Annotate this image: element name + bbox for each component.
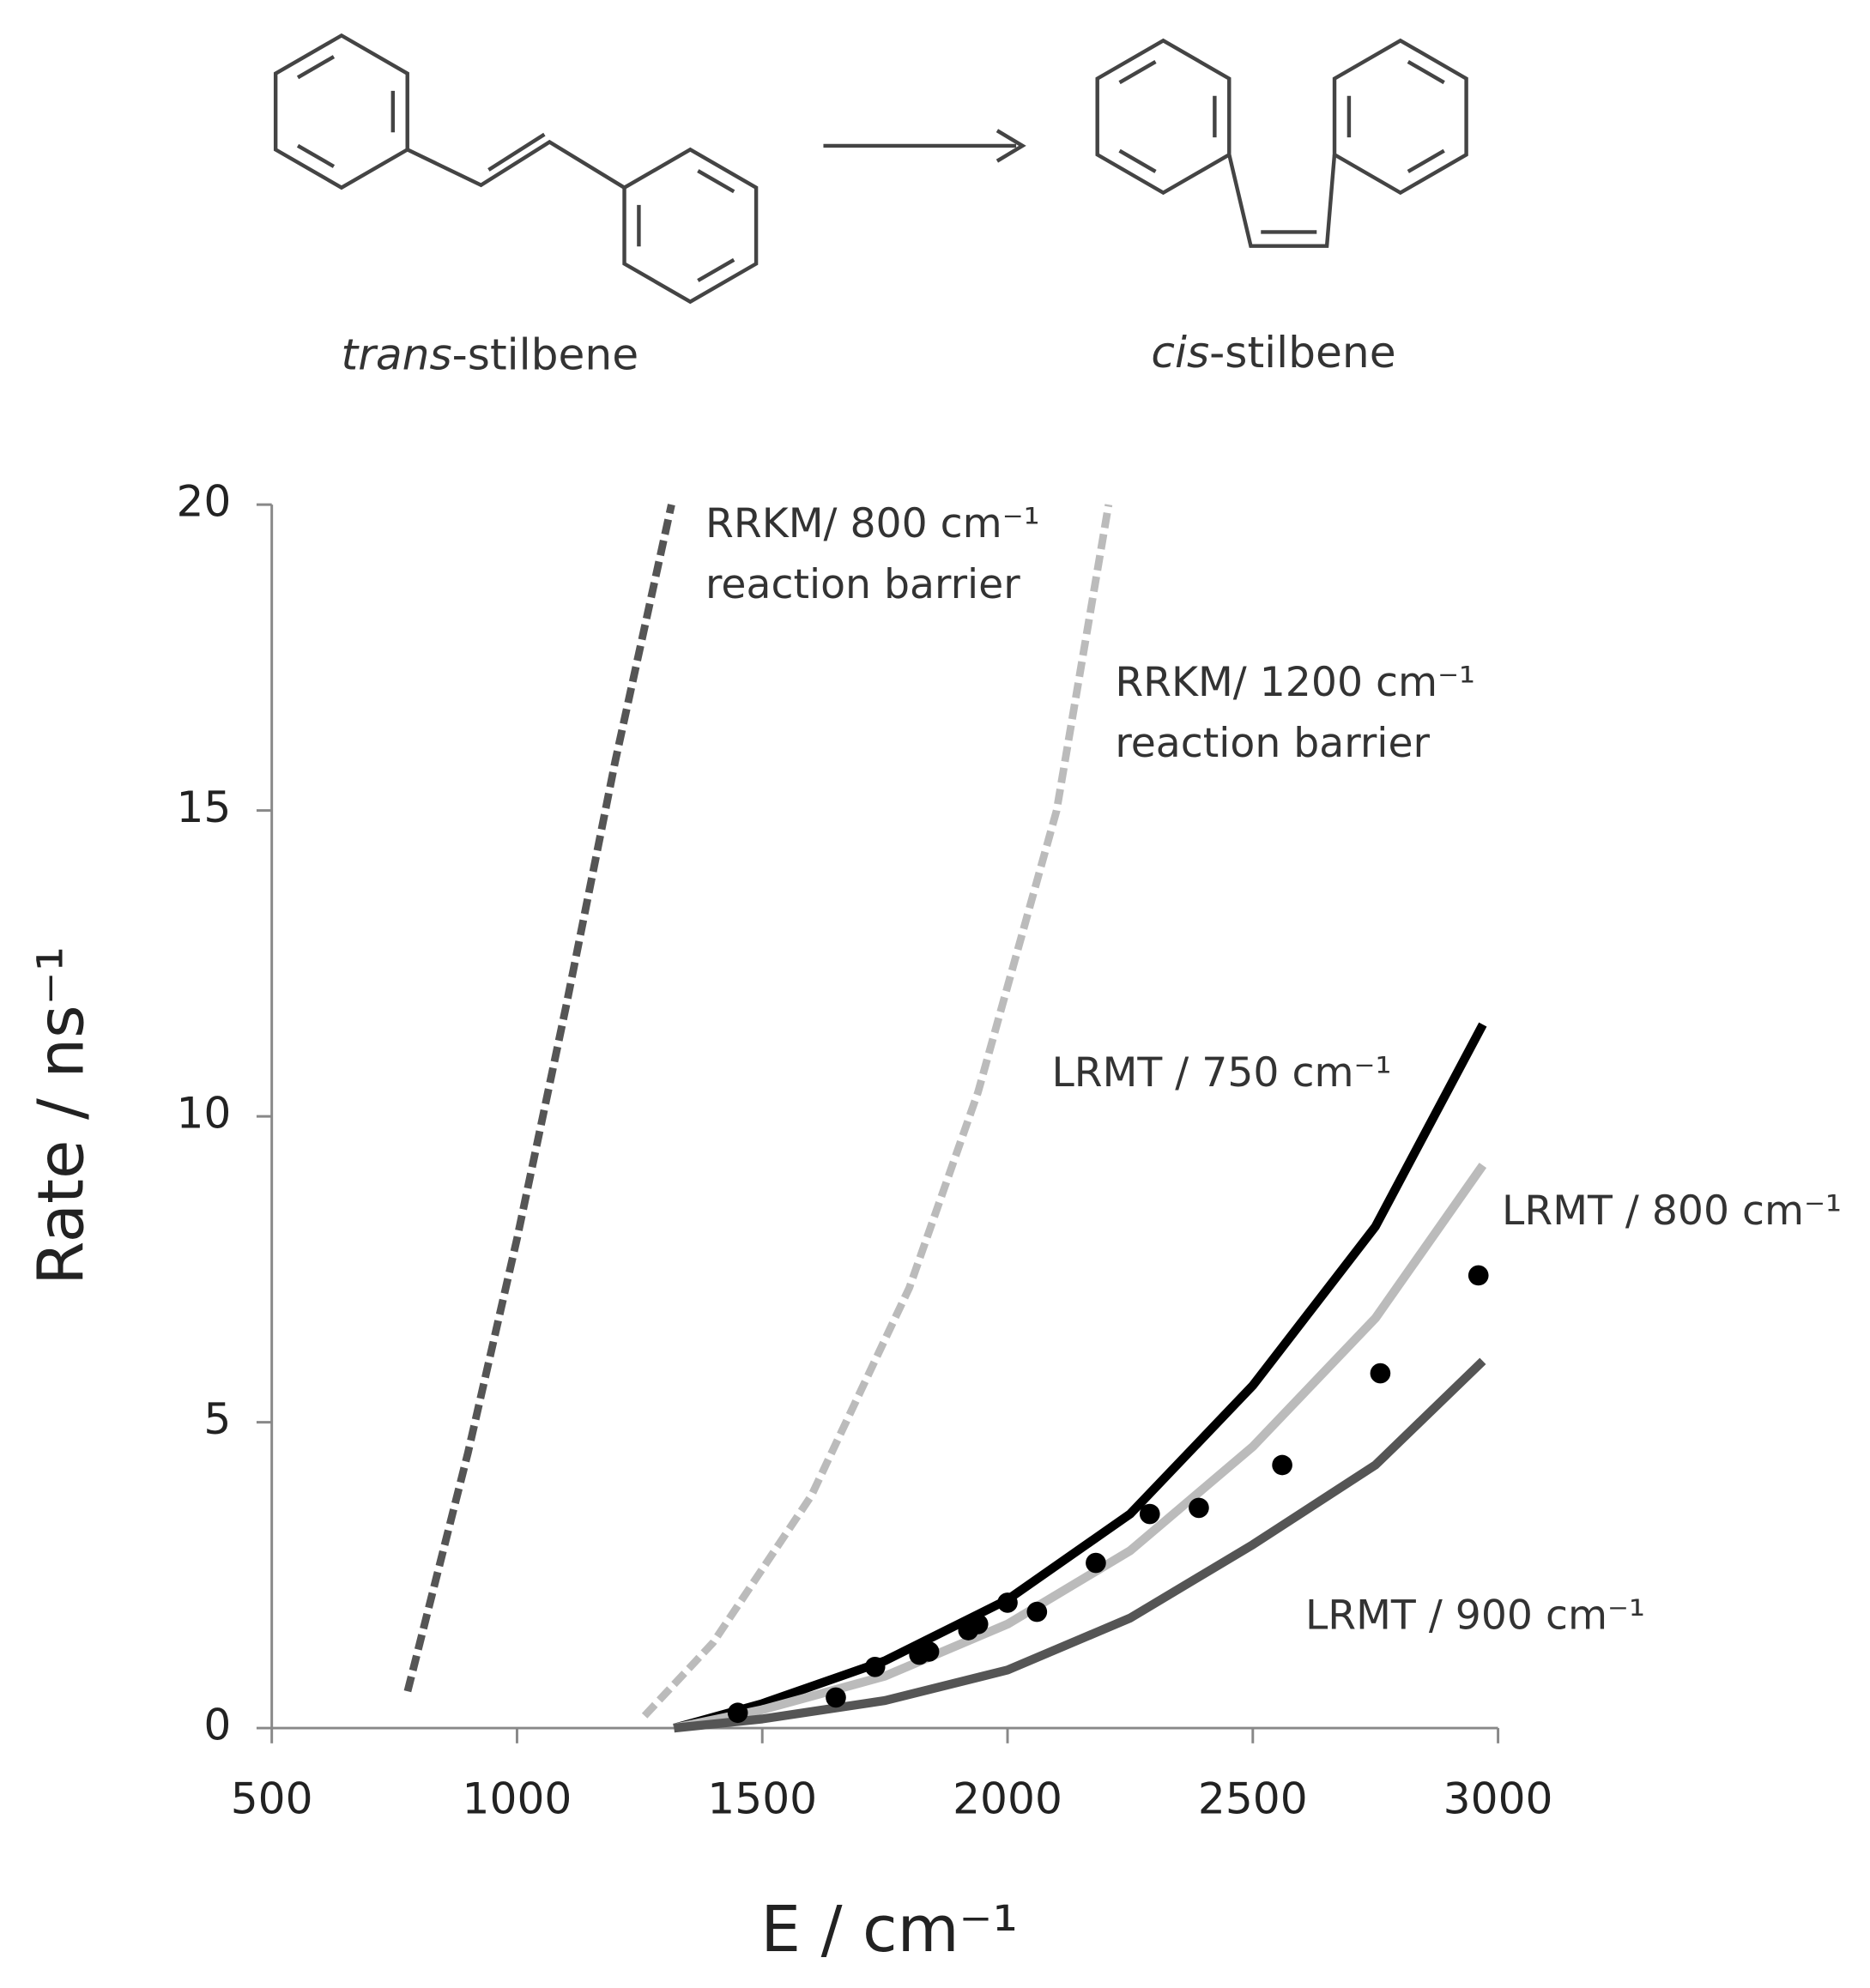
y-tick-label: 5 — [203, 1393, 231, 1444]
data-point — [1468, 1265, 1489, 1286]
data-point — [1139, 1503, 1160, 1525]
inner-bond — [296, 143, 336, 168]
data-point — [918, 1641, 940, 1662]
scheme — [273, 33, 1468, 305]
inner-bond — [1407, 60, 1445, 85]
suffix: -stilbene — [1209, 326, 1395, 377]
data-point — [997, 1592, 1018, 1613]
y-tick-label: 0 — [203, 1700, 231, 1750]
data-point — [864, 1656, 886, 1677]
data-point — [1272, 1454, 1292, 1476]
suffix: -stilbene — [452, 329, 638, 379]
inner-bond — [697, 169, 735, 194]
x-tick-label: 500 — [231, 1773, 313, 1823]
series-line — [673, 1022, 1487, 1733]
benzene-ring — [1332, 38, 1468, 196]
annotation: LRMT / 800 cm⁻¹ — [1502, 1187, 1842, 1235]
bond — [406, 139, 626, 190]
x-tick-label: 1000 — [463, 1773, 572, 1823]
series-line — [403, 504, 675, 1693]
arrow-head — [996, 129, 1026, 163]
prefix: trans — [342, 329, 452, 379]
data-point — [967, 1614, 989, 1635]
inner-bond — [1407, 148, 1445, 173]
x-tick-label: 2000 — [953, 1773, 1062, 1823]
prefix: cis — [1151, 326, 1209, 377]
annotation: reaction barrier — [1115, 720, 1430, 767]
data-point — [1026, 1601, 1048, 1622]
x-axis-label: E / cm⁻¹ — [760, 1893, 1018, 1967]
inner-bond — [1118, 60, 1157, 85]
data-point — [727, 1702, 748, 1724]
data-point — [826, 1687, 846, 1708]
y-axis-label: Rate / ns⁻¹ — [24, 946, 98, 1285]
y-tick-label: 10 — [176, 1088, 231, 1139]
inner-bond — [697, 257, 735, 282]
series-line — [673, 1357, 1486, 1733]
x-tick-label: 3000 — [1443, 1773, 1553, 1823]
series-line — [641, 504, 1113, 1719]
annotation: RRKM/ 800 cm⁻¹ — [705, 500, 1040, 547]
y-tick-label: 15 — [176, 782, 231, 832]
benzene-ring — [1095, 38, 1232, 196]
inner-bond — [296, 55, 336, 80]
annotation: LRMT / 750 cm⁻¹ — [1051, 1049, 1391, 1097]
x-tick-label: 2500 — [1198, 1773, 1308, 1823]
molecule-label: trans-stilbene — [342, 329, 639, 379]
series-line — [673, 1163, 1487, 1733]
x-tick-label: 1500 — [707, 1773, 817, 1823]
benzene-ring — [622, 147, 759, 305]
benzene-ring — [273, 33, 409, 190]
molecule-label: cis-stilbene — [1151, 326, 1395, 377]
double-bond — [487, 132, 546, 172]
bond — [1227, 154, 1337, 248]
data-point — [1189, 1497, 1209, 1519]
data-point — [1370, 1363, 1391, 1384]
data-point — [1086, 1552, 1106, 1574]
annotation: LRMT / 900 cm⁻¹ — [1305, 1592, 1645, 1640]
inner-bond — [1118, 148, 1157, 173]
annotation: RRKM/ 1200 cm⁻¹ — [1115, 659, 1475, 706]
y-tick-label: 20 — [176, 476, 231, 527]
annotation: reaction barrier — [705, 561, 1020, 608]
